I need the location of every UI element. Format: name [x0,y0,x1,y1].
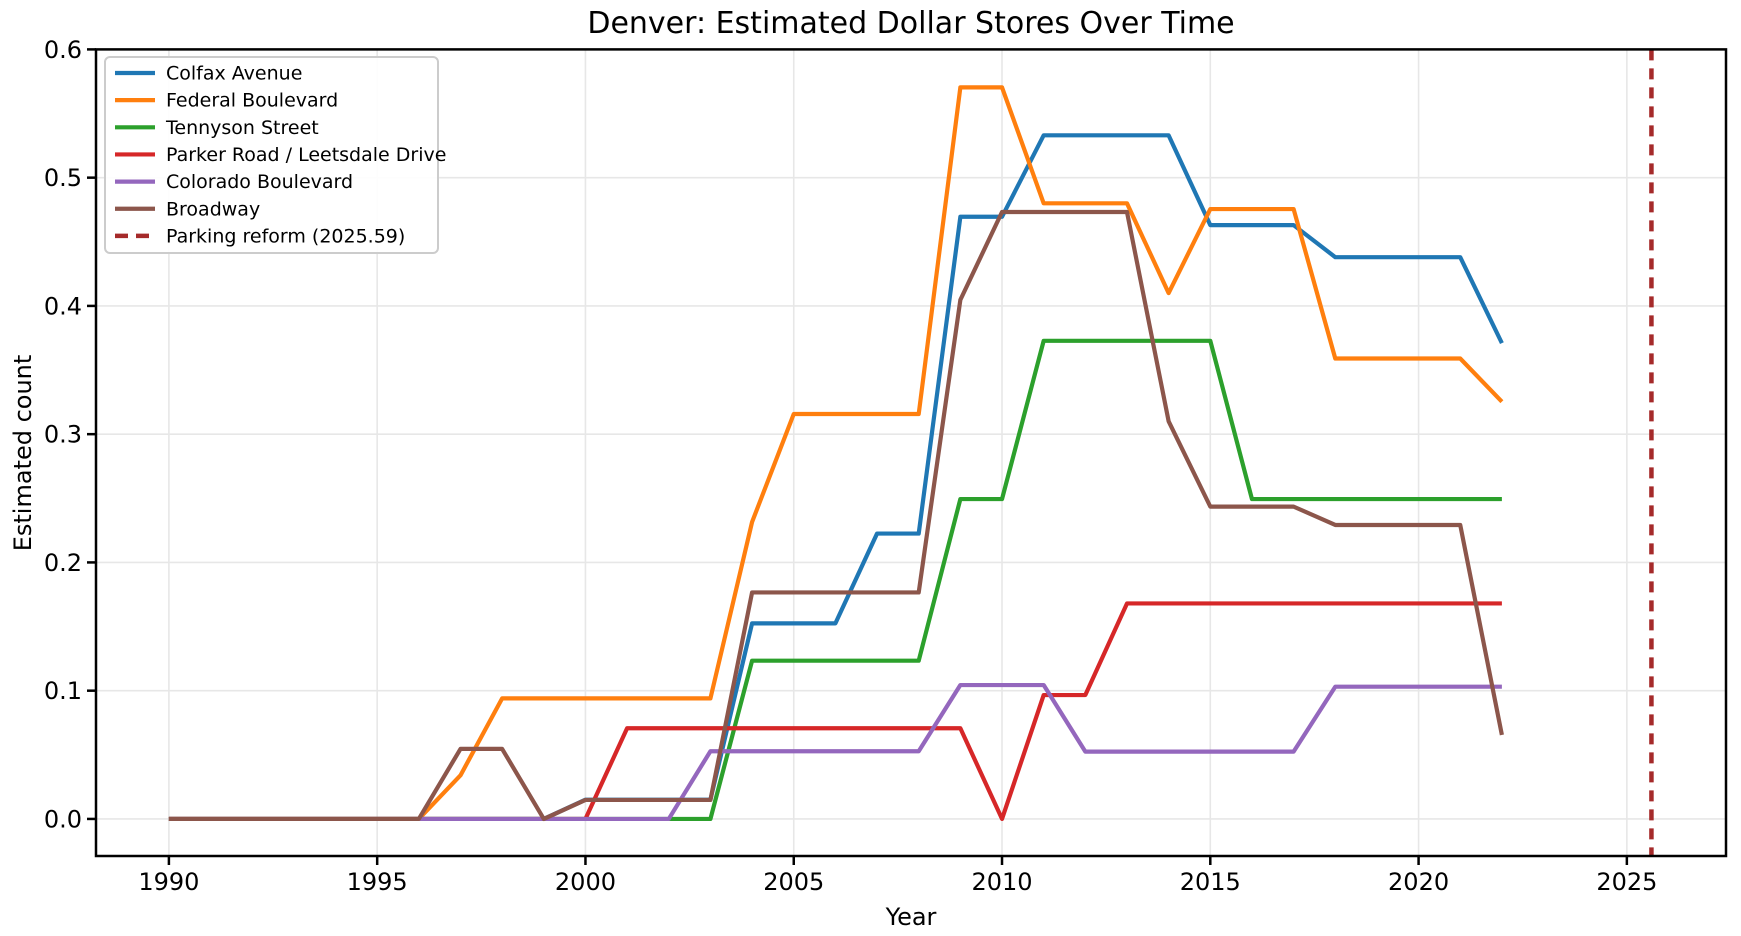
legend-label: Colorado Boulevard [166,171,353,193]
legend-label: Federal Boulevard [166,90,338,112]
legend-label: Parking reform (2025.59) [166,225,405,247]
legend-item-colfax-avenue: Colfax Avenue [115,63,302,85]
x-tick-label: 2005 [763,868,824,896]
series-line-colorado-boulevard [168,682,1502,822]
legend-item-federal-boulevard: Federal Boulevard [115,90,338,112]
legend-item-parking-reform-2025-59: Parking reform (2025.59) [115,225,405,247]
x-tick-label: 2025 [1596,868,1657,896]
legend-item-colorado-boulevard: Colorado Boulevard [115,171,353,193]
legend-item-broadway: Broadway [115,198,260,220]
x-axis-label: Year [885,903,937,931]
legend-label: Colfax Avenue [166,63,302,85]
y-tick-label: 0.1 [44,677,82,705]
y-tick-label: 0.5 [44,164,82,192]
axes-spines [94,48,1728,858]
series-line-broadway [168,209,1504,822]
y-tick-label: 0.6 [44,36,82,64]
y-tick-label: 0.3 [44,421,82,449]
y-tick-label: 0.0 [44,805,82,833]
plot-border [94,48,1728,858]
legend: Colfax Avenue Federal Boulevard Tennyson S… [104,56,446,254]
axis-ticks: 1990 1995 2000 2005 2010 2015 2020 2025 0.0 0.1 0.… [44,36,1658,896]
x-tick-label: 1995 [347,868,408,896]
series-line-parker-road-leetsdale-drive [168,601,1502,822]
x-tick-label: 1990 [138,868,199,896]
legend-item-parker-road-leetsdale-drive: Parker Road / Leetsdale Drive [115,144,446,166]
legend-label: Parker Road / Leetsdale Drive [166,144,446,166]
x-tick-label: 2020 [1388,868,1449,896]
y-tick-label: 0.4 [44,292,82,320]
series-lines [168,85,1504,822]
x-tick-label: 2000 [555,868,616,896]
legend-label: Tennyson Street [165,117,319,139]
x-tick-label: 2015 [1180,868,1241,896]
y-tick-label: 0.2 [44,549,82,577]
legend-box [104,56,439,254]
chart-title: Denver: Estimated Dollar Stores Over Tim… [587,6,1234,41]
y-axis-label: Estimated count [9,355,37,552]
x-tick-label: 2010 [971,868,1032,896]
gridlines [96,48,1726,856]
legend-item-tennyson-street: Tennyson Street [115,117,319,139]
legend-label: Broadway [166,198,260,220]
